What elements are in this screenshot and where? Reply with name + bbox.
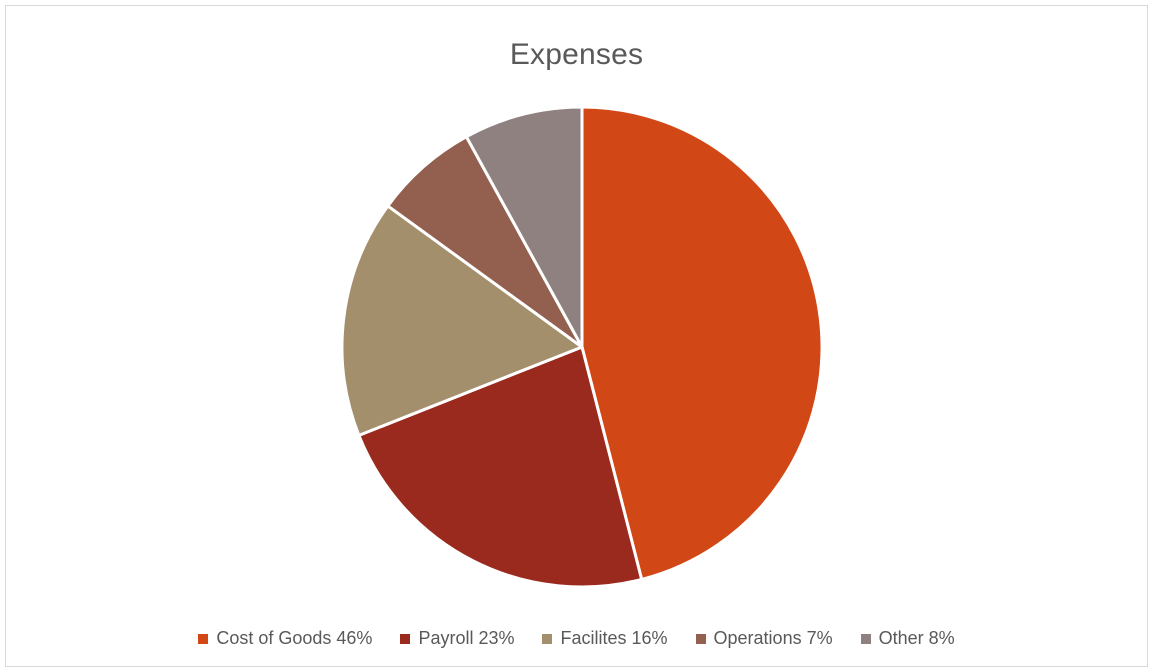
pie-slice-other bbox=[464, 105, 584, 349]
legend-label: Cost of Goods 46% bbox=[216, 628, 373, 648]
legend-item-payroll: Payroll 23% bbox=[400, 628, 514, 649]
pie-slice-facilites bbox=[340, 204, 584, 437]
pie-slice-cost-of-goods bbox=[580, 105, 824, 581]
legend-item-cost-of-goods: Cost of Goods 46% bbox=[198, 628, 372, 649]
pie-slice-payroll bbox=[357, 345, 644, 589]
pie-slices bbox=[340, 105, 824, 589]
legend-swatch bbox=[198, 633, 209, 644]
chart-title: Expenses bbox=[509, 38, 644, 71]
legend-swatch bbox=[860, 633, 871, 644]
legend-label: Other 8% bbox=[878, 628, 955, 648]
pie-chart bbox=[340, 105, 824, 589]
legend-swatch bbox=[542, 633, 553, 644]
chart-area: Expenses Cost of Goods 46% Payroll 23% F… bbox=[5, 5, 1148, 667]
legend-item-other: Other 8% bbox=[860, 628, 955, 649]
legend-label: Payroll 23% bbox=[418, 628, 515, 648]
legend-swatch bbox=[695, 633, 706, 644]
legend-item-facilites: Facilites 16% bbox=[542, 628, 668, 649]
legend: Cost of Goods 46% Payroll 23% Facilites … bbox=[6, 628, 1147, 649]
pie-slice-operations bbox=[386, 135, 584, 349]
legend-swatch bbox=[400, 633, 411, 644]
legend-item-operations: Operations 7% bbox=[695, 628, 833, 649]
legend-label: Operations 7% bbox=[713, 628, 833, 648]
legend-label: Facilites 16% bbox=[560, 628, 668, 648]
